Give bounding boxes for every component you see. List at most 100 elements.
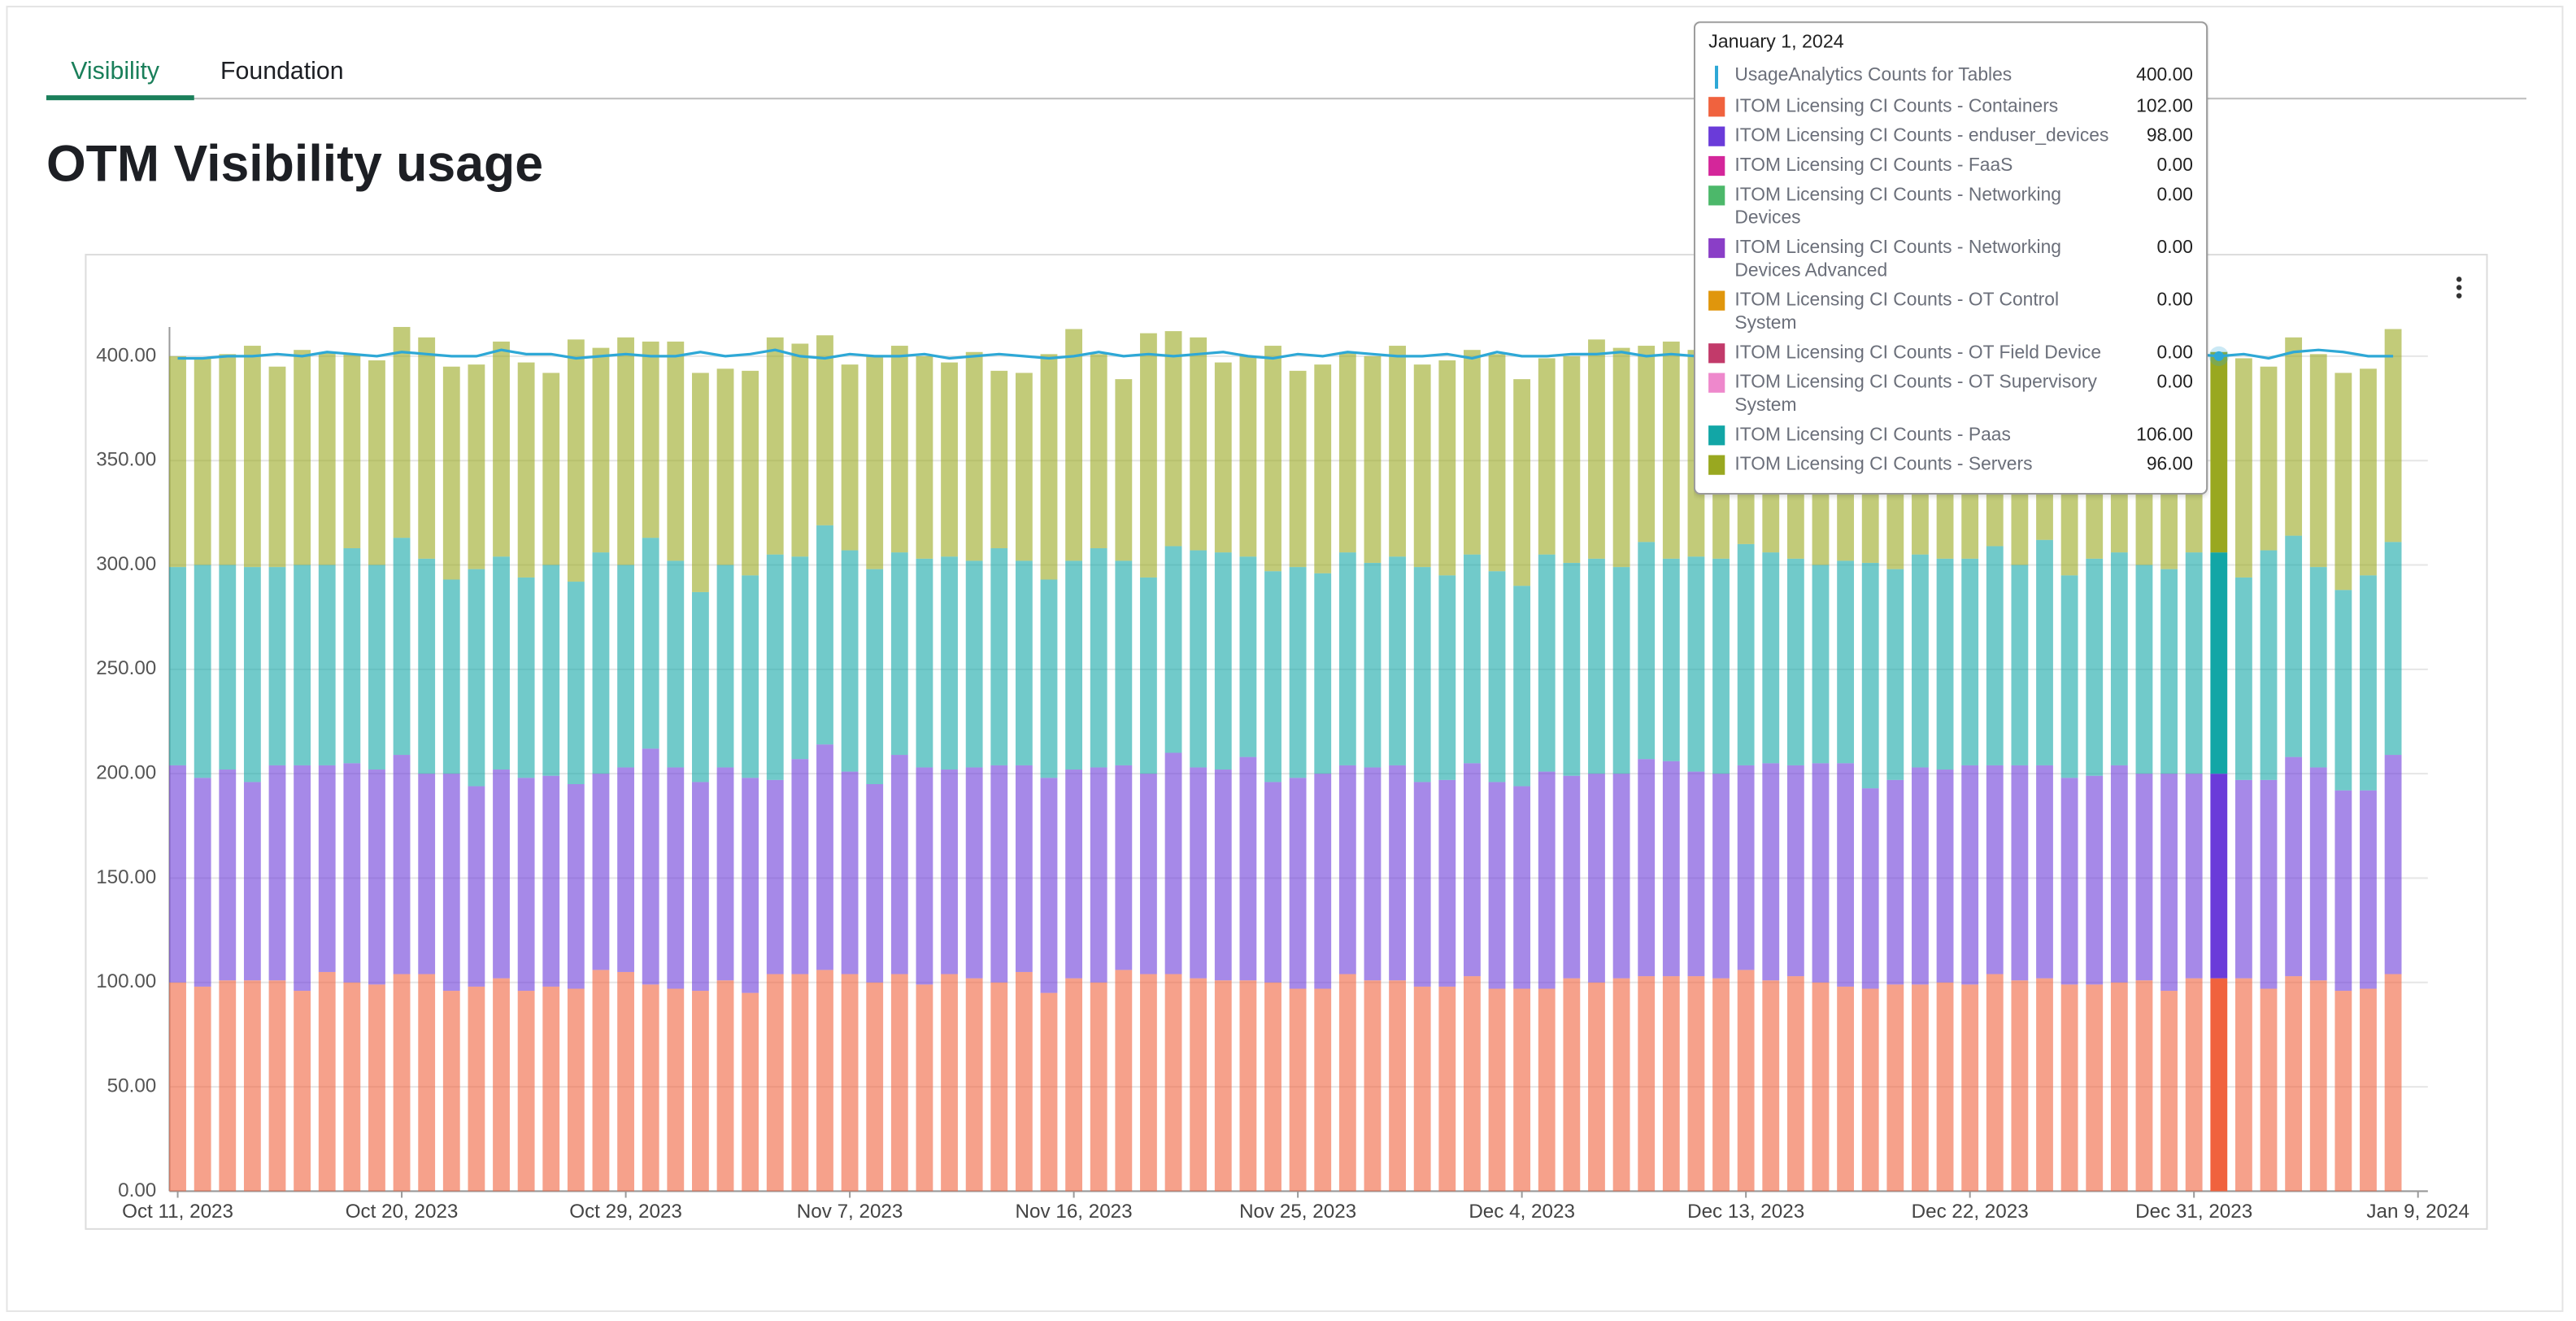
y-tick-label: 400.00 [96, 344, 156, 366]
bar-segment [1488, 354, 1506, 572]
bar-segment [990, 547, 1008, 765]
bar-segment [1936, 769, 1954, 983]
tooltip-swatch [1708, 238, 1725, 259]
tooltip-swatch [1708, 126, 1725, 146]
bar-segment [1488, 782, 1506, 989]
bar-segment [468, 364, 485, 569]
bar-segment [1588, 982, 1605, 1192]
bar-segment [493, 556, 510, 770]
bar-segment [1886, 569, 1904, 780]
bar-segment [1090, 354, 1107, 548]
bar-segment [1364, 980, 1382, 1192]
bar-segment [517, 362, 535, 578]
bar-segment [2086, 558, 2104, 776]
bar-segment [766, 974, 784, 1192]
tooltip-row: ITOM Licensing CI Counts - OT Control Sy… [1708, 290, 2193, 336]
bar-segment [1912, 554, 1929, 768]
bar-segment [816, 744, 833, 970]
tab-foundation[interactable]: Foundation [220, 58, 344, 85]
bar-segment [1464, 350, 1481, 555]
bar-segment [1065, 329, 1083, 561]
bar-segment [990, 765, 1008, 983]
kebab-dot[interactable] [2456, 285, 2462, 290]
tooltip-row: ITOM Licensing CI Counts - Servers 96.00 [1708, 453, 2193, 476]
bar-segment [1662, 976, 1680, 1192]
bar-segment [816, 335, 833, 525]
bar-segment [742, 992, 759, 1192]
bar-segment [567, 988, 585, 1192]
bar-segment [2309, 567, 2327, 768]
bar-segment [1538, 988, 1556, 1192]
tooltip-value: 96.00 [2146, 455, 2193, 475]
bar-segment [418, 774, 436, 974]
bar-segment [2285, 756, 2303, 977]
bar-segment [1986, 765, 2004, 974]
bar-segment [1314, 364, 1332, 573]
bar-segment [1861, 988, 1879, 1192]
tooltip-series-name: ITOM Licensing CI Counts - Networking De… [1734, 185, 2062, 229]
tooltip-row: UsageAnalytics Counts for Tables 400.00 [1708, 64, 2193, 89]
bar-segment [1389, 765, 1406, 981]
bar-segment [1861, 562, 1879, 789]
tooltip-value: 0.00 [2156, 155, 2193, 177]
bar-segment [617, 971, 634, 1192]
tooltip-swatch [1708, 455, 1725, 475]
bar-segment [1588, 339, 1605, 559]
bar-segment [169, 567, 186, 765]
bar-segment [169, 355, 186, 568]
bar-segment [2086, 775, 2104, 985]
bar-segment [542, 373, 560, 565]
bar-segment [592, 347, 610, 553]
bar-segment [1338, 974, 1356, 1192]
bar-segment [1737, 765, 1755, 970]
bar-segment [667, 560, 685, 768]
bar-segment [1264, 782, 1281, 983]
bar-segment [294, 350, 311, 565]
bar-segment [1314, 573, 1332, 774]
bar-segment [1786, 558, 1804, 765]
bar-segment [890, 755, 908, 974]
bar-segment [1338, 765, 1356, 974]
bar-segment [194, 986, 211, 1192]
bar-segment [567, 582, 585, 784]
bar-segment [1837, 986, 1855, 1192]
bar-segment [393, 755, 411, 974]
bar-segment [1588, 774, 1605, 983]
tab-visibility[interactable]: Visibility [71, 58, 160, 85]
bar-segment [268, 765, 286, 981]
bar-segment [716, 368, 734, 565]
tooltip-row: ITOM Licensing CI Counts - Containers 102… [1708, 95, 2193, 118]
bar-segment [1239, 980, 1257, 1192]
bar-segment [692, 373, 709, 592]
bar-segment [841, 364, 859, 551]
bar-segment [1438, 360, 1456, 576]
tooltip-swatch [1708, 97, 1725, 117]
bar-segment [841, 771, 859, 974]
bar-segment [268, 366, 286, 568]
y-tick-label: 250.00 [96, 657, 156, 679]
bar-segment [592, 774, 610, 970]
bar-segment [941, 556, 958, 770]
bar-segment [667, 988, 685, 1192]
bar-segment [1438, 986, 1456, 1192]
kebab-dot[interactable] [2456, 277, 2462, 282]
tooltip-series-name: UsageAnalytics Counts for Tables [1734, 65, 2012, 86]
bar-segment [2011, 980, 2029, 1192]
bar-segment [219, 565, 237, 770]
bar-segment [1239, 556, 1257, 757]
bar-segment [2334, 991, 2352, 1192]
bar-segment [1413, 567, 1431, 783]
page-title: OTM Visibility usage [46, 136, 543, 193]
kebab-menu[interactable] [2456, 277, 2462, 299]
x-tick-label: Oct 20, 2023 [346, 1201, 459, 1223]
tooltip-row: ITOM Licensing CI Counts - OT Supervisor… [1708, 371, 2193, 417]
bar-segment [1786, 976, 1804, 1192]
bar-segment [2036, 765, 2053, 979]
kebab-dot[interactable] [2456, 293, 2462, 299]
bar-segment [1812, 565, 1830, 764]
tooltip-series-name: ITOM Licensing CI Counts - Servers [1734, 455, 2033, 475]
bar-segment [343, 354, 361, 548]
bar-segment [567, 783, 585, 989]
bar-segment [2384, 542, 2402, 756]
bar-segment [2360, 575, 2377, 791]
